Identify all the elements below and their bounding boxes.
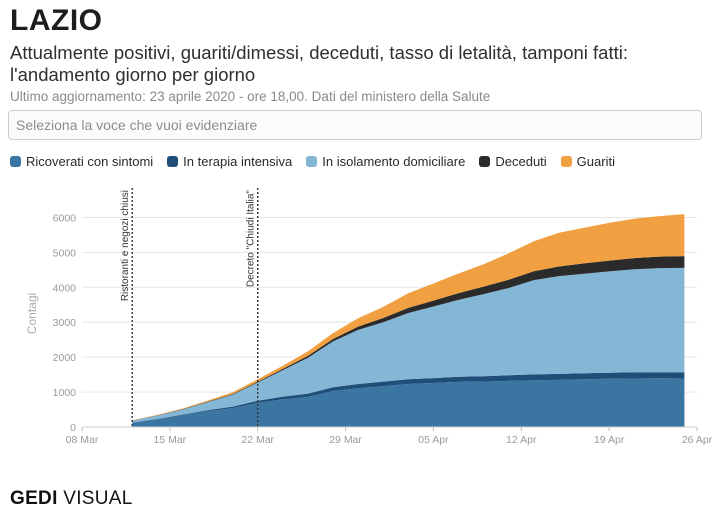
legend-swatch — [167, 155, 179, 167]
gedi-visual-logo: GEDI VISUAL — [10, 488, 133, 510]
legend-item-isolamento[interactable]: In isolamento domiciliare — [306, 154, 465, 169]
legend-label: Guariti — [576, 153, 615, 169]
page-title: LAZIO — [10, 4, 103, 37]
chart-subtitle: Attualmente positivi, guariti/dimessi, d… — [10, 42, 628, 85]
legend-item-ricoverati[interactable]: Ricoverati con sintomi — [10, 154, 153, 169]
x-tick-label: 08 Mar — [66, 434, 99, 446]
legend-label: In isolamento domiciliare — [322, 153, 466, 169]
legend-swatch — [306, 155, 318, 167]
x-tick-label: 26 Apr — [682, 434, 713, 446]
annotation-label-1: Decreto "Chiudi Italia" — [246, 190, 257, 288]
y-tick-label: 3000 — [53, 317, 77, 329]
legend-label: Ricoverati con sintomi — [26, 153, 154, 169]
area-series-1 — [132, 372, 685, 423]
x-tick-label: 29 Mar — [329, 434, 362, 446]
legend-label: Deceduti — [495, 153, 547, 169]
logo-gedi: GEDI — [10, 488, 58, 509]
y-tick-label: 5000 — [53, 247, 77, 259]
legend-item-guariti[interactable]: Guariti — [560, 153, 615, 169]
legend-item-terapia-intensiva[interactable]: In terapia intensiva — [167, 154, 292, 169]
y-axis-label: Contagi — [25, 293, 39, 334]
legend-swatch — [10, 155, 21, 167]
area-series-4 — [132, 214, 685, 421]
legend-swatch — [479, 155, 491, 167]
y-tick-label: 2000 — [53, 352, 77, 364]
y-tick-label: 6000 — [53, 212, 77, 224]
legend-item-deceduti[interactable]: Deceduti — [479, 153, 547, 169]
area-series-2 — [132, 267, 685, 423]
legend-label: In terapia intensiva — [183, 153, 293, 169]
y-tick-label: 0 — [70, 422, 76, 434]
logo-visual: VISUAL — [63, 488, 133, 509]
annotation-label-0: Ristoranti e negozi chiusi — [120, 190, 131, 301]
x-tick-label: 15 Mar — [154, 434, 187, 446]
y-tick-label: 4000 — [53, 282, 77, 294]
last-update-note: Ultimo aggiornamento: 23 aprile 2020 - o… — [10, 89, 491, 104]
x-tick-label: 22 Mar — [241, 434, 274, 446]
legend-swatch — [560, 155, 572, 167]
y-tick-label: 1000 — [53, 387, 77, 399]
x-tick-label: 05 Apr — [418, 434, 449, 446]
stacked-area-chart: 0 1000 2000 3000 4000 5000 6000 08 Mar 15 Mar 22 … — [25, 188, 713, 446]
x-tick-label: 19 Apr — [594, 434, 625, 446]
series-highlight-select[interactable]: Seleziona la voce che vuoi evidenziare — [8, 110, 702, 140]
x-tick-label: 12 Apr — [506, 434, 537, 446]
chart-legend: Ricoverati con sintomi In terapia intens… — [10, 153, 629, 169]
area-series-0 — [132, 378, 685, 427]
